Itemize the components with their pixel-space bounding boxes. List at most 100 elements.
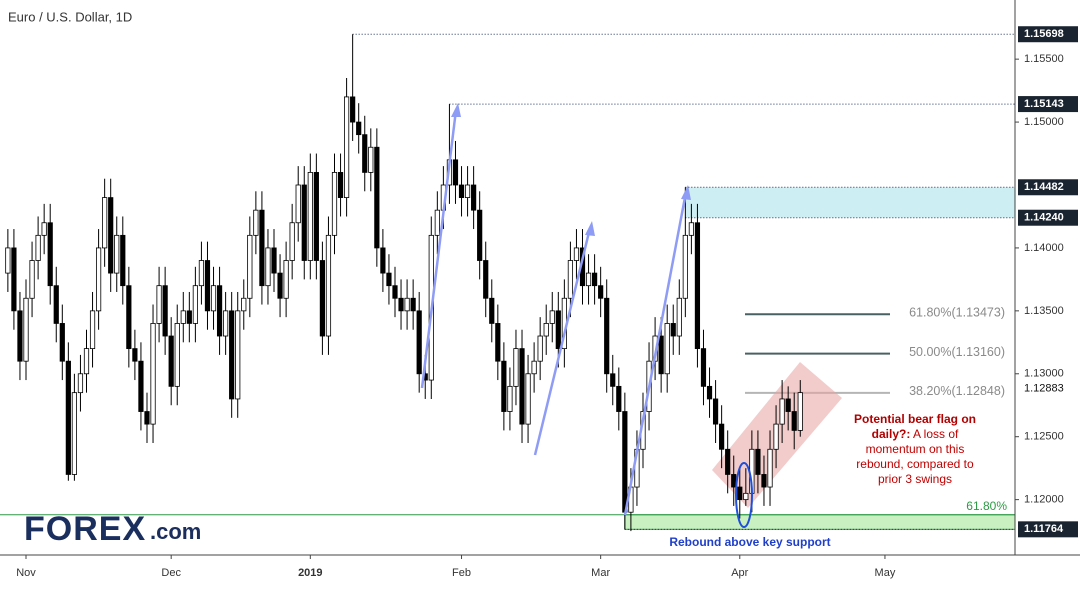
candle-body (519, 348, 525, 425)
candle-body (501, 360, 507, 412)
candle-body (241, 297, 247, 312)
zone-label: 61.80% (966, 499, 1007, 513)
arrow (533, 227, 592, 456)
candle-body (664, 323, 670, 375)
note-title: Potential bear flag on daily?: (853, 412, 976, 441)
candle-body (374, 146, 380, 249)
candle-body (108, 197, 114, 274)
candle-body (83, 348, 90, 375)
candle-body (313, 172, 319, 261)
candle-body (120, 234, 126, 287)
fib-label: 61.80%(1.13473) (909, 306, 1005, 320)
candle-body (779, 398, 785, 425)
candle-body (77, 373, 84, 394)
candle-body (761, 474, 767, 488)
candle-body (392, 285, 398, 299)
swing-arrows (420, 103, 691, 516)
x-tick-label: May (875, 567, 896, 579)
level-box (1018, 26, 1078, 43)
candle-body (53, 285, 59, 324)
candle-body (773, 423, 779, 450)
candle-body (549, 310, 555, 324)
x-tick-label: Apr (731, 567, 748, 579)
candle-body (144, 411, 150, 425)
arrowhead (681, 185, 691, 200)
candle-body (11, 247, 17, 312)
candle-body (398, 297, 404, 312)
logo-suffix: .com (150, 519, 201, 544)
candle-body (616, 385, 622, 412)
candle-body (537, 335, 543, 362)
candle-body (670, 323, 676, 337)
y-tick-label: 1.14000 (1024, 242, 1064, 254)
candle-body (610, 373, 616, 387)
candle-body (434, 209, 440, 236)
fib-label: 38.20%(1.12848) (909, 384, 1005, 398)
candle-body (356, 121, 362, 136)
level-box (1018, 96, 1078, 113)
candle-body (694, 222, 701, 350)
candle-body (65, 360, 71, 475)
level-label: 1.11764 (1024, 523, 1064, 535)
candle-body (5, 247, 11, 274)
candle-body (283, 260, 289, 299)
candle-body (567, 260, 574, 299)
y-tick-label: 1.12500 (1024, 431, 1064, 443)
x-tick-label: Mar (591, 567, 610, 579)
x-tick-label: Nov (16, 567, 36, 579)
level-box (1018, 179, 1078, 196)
candle-body (464, 184, 471, 198)
candle-body (150, 323, 156, 425)
candle-body (331, 172, 338, 236)
candle-body (410, 297, 416, 312)
candle-body (229, 310, 235, 400)
y-tick-label: 1.13500 (1024, 305, 1064, 317)
candle-body (706, 385, 713, 400)
level-box (1018, 209, 1078, 226)
arrow (420, 109, 458, 389)
candle-body (676, 297, 682, 337)
candle-body (265, 247, 271, 287)
candle-body (17, 310, 23, 362)
candle-body (35, 234, 41, 261)
support-highlight (735, 462, 753, 528)
candle-body (483, 260, 489, 299)
y-tick-label: 1.15000 (1024, 116, 1064, 128)
candle-body (204, 260, 211, 312)
candle-body (138, 360, 144, 412)
candle-body (271, 247, 277, 274)
candle-body (622, 411, 628, 513)
candle-body (797, 392, 803, 431)
level-label: 1.14482 (1024, 181, 1064, 193)
candle-body (380, 247, 386, 274)
candle-body (477, 209, 483, 261)
candle-body (344, 96, 350, 198)
candle-body (198, 260, 205, 287)
candle-body (162, 285, 168, 337)
x-tick-label: Feb (452, 567, 471, 579)
candle-body (253, 209, 259, 236)
level-label: 1.15143 (1024, 98, 1064, 110)
candle-body (725, 448, 731, 475)
candle-body (489, 297, 495, 324)
candle-body (71, 392, 78, 475)
candle-body (737, 486, 743, 501)
candle-body (700, 348, 707, 387)
candle-body (247, 234, 253, 299)
candle-body (658, 335, 664, 375)
zone (685, 187, 1015, 218)
candle-body (325, 234, 332, 337)
x-tick-label: Dec (161, 567, 181, 579)
candle-body (755, 448, 761, 475)
y-tick-label: 1.12000 (1024, 494, 1064, 506)
candle-body (186, 310, 192, 324)
candle-body (295, 184, 301, 224)
candle-body (174, 323, 180, 387)
candle-body (573, 247, 580, 261)
candle-body (507, 385, 513, 412)
level-box (1018, 521, 1078, 538)
level-label: 1.15698 (1024, 28, 1064, 40)
candle-body (525, 373, 531, 425)
